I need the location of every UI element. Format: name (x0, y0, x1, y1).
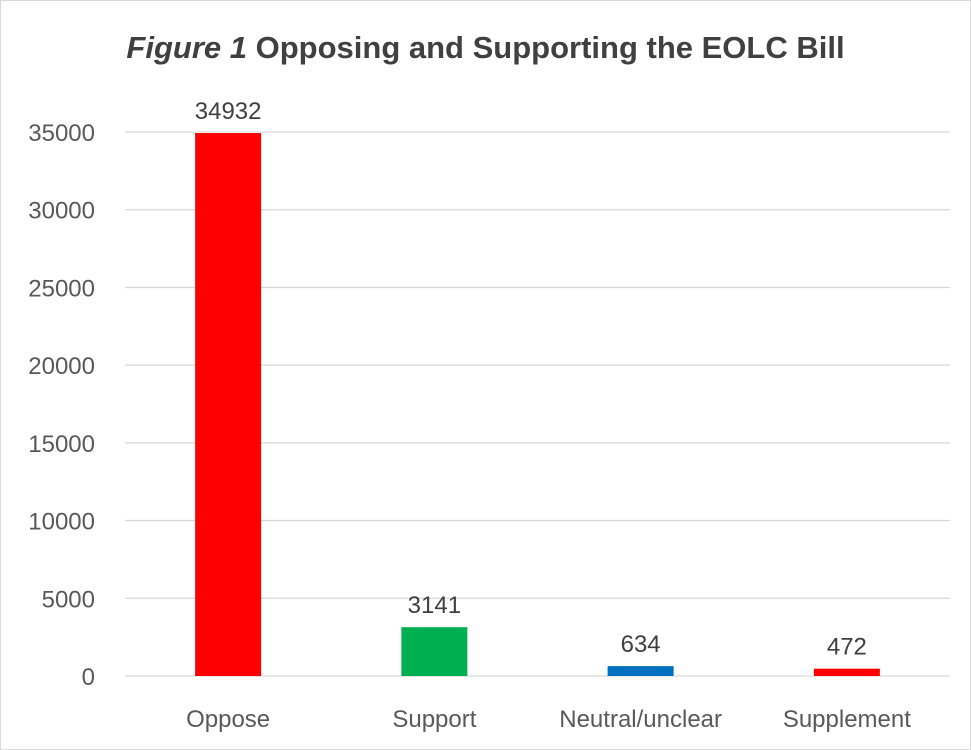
y-tick-label: 0 (82, 664, 95, 691)
y-axis-ticks: 0 5000 10000 15000 20000 25000 30000 35000 (28, 120, 95, 691)
y-tick-label: 10000 (28, 509, 95, 536)
y-tick-label: 20000 (28, 353, 95, 380)
y-tick-label: 25000 (28, 275, 95, 302)
category-label: Support (392, 706, 476, 733)
y-tick-label: 30000 (28, 198, 95, 225)
category-label: Neutral/unclear (559, 706, 722, 733)
category-label: Supplement (783, 706, 911, 733)
data-label: 472 (827, 634, 867, 661)
data-label: 3141 (408, 592, 461, 619)
chart-title-prefix: Figure 1 (126, 30, 247, 65)
category-labels: Oppose Support Neutral/unclear Supplement (186, 706, 911, 733)
bar-supplement (813, 668, 880, 676)
category-label: Oppose (186, 706, 270, 733)
bar-oppose (195, 133, 262, 677)
y-tick-label: 35000 (28, 120, 95, 147)
y-tick-label: 5000 (42, 586, 95, 613)
chart-title-main: Opposing and Supporting the EOLC Bill (255, 30, 845, 65)
bar-neutral-unclear (607, 666, 674, 676)
data-label: 34932 (195, 98, 262, 125)
data-label: 634 (621, 631, 661, 658)
chart-title: Figure 1 Opposing and Supporting the EOL… (0, 30, 971, 66)
data-labels: 34932 3141 634 472 (195, 98, 867, 661)
bars (195, 133, 880, 677)
y-tick-label: 15000 (28, 431, 95, 458)
gridlines (125, 131, 950, 677)
bar-support (401, 627, 468, 676)
